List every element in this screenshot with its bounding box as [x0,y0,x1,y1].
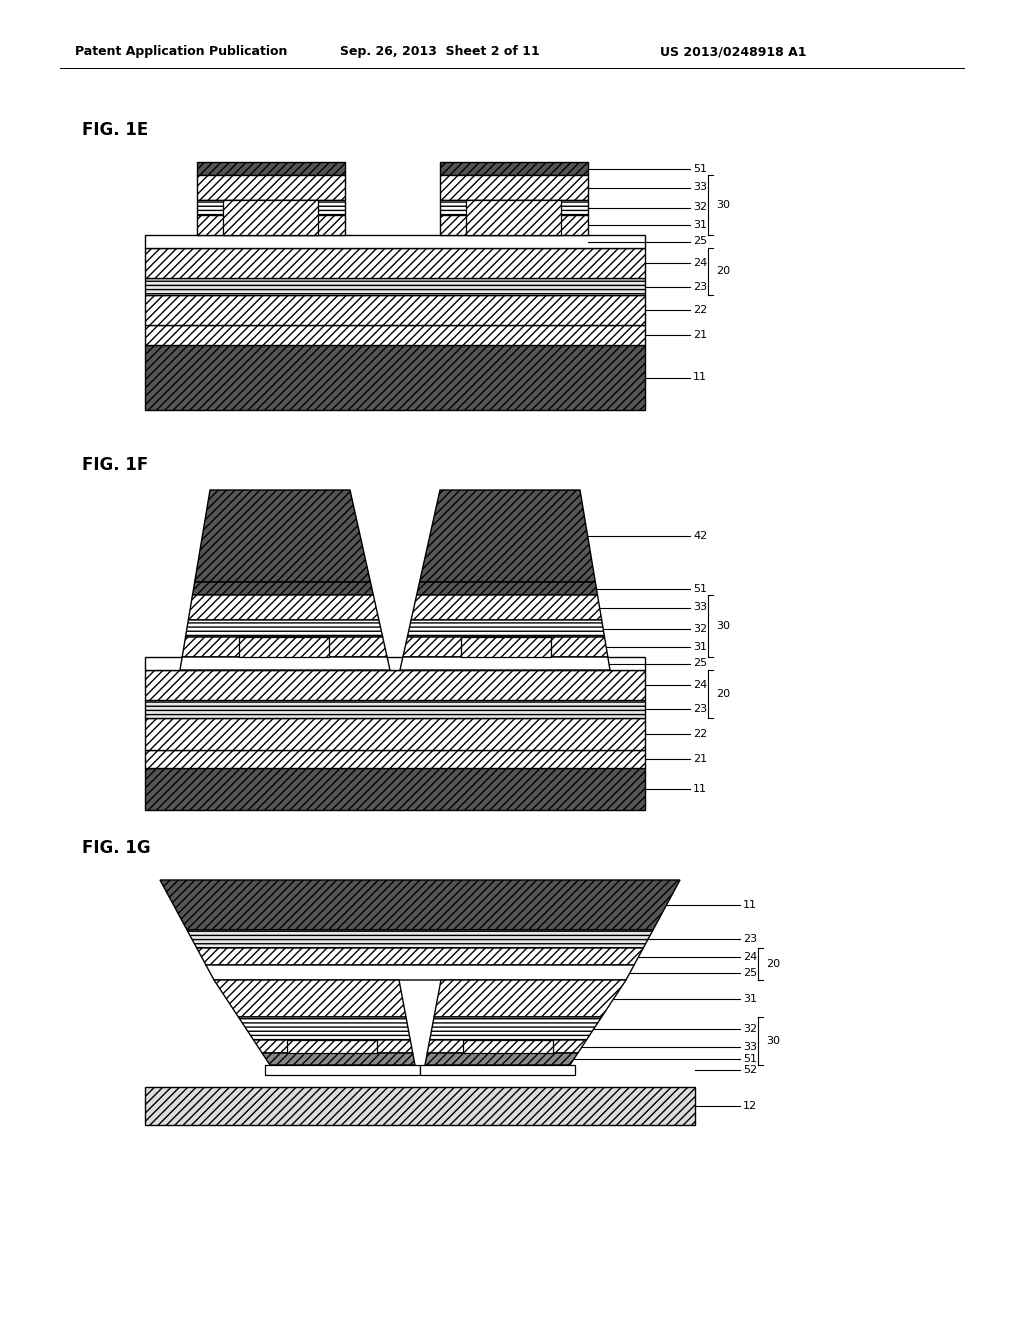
Text: 24: 24 [693,680,708,690]
Text: 32: 32 [693,623,708,634]
Polygon shape [408,620,604,638]
Text: 31: 31 [693,642,707,652]
Polygon shape [402,638,608,657]
Text: 20: 20 [716,267,730,276]
Text: Patent Application Publication: Patent Application Publication [75,45,288,58]
Text: 52: 52 [743,1065,757,1074]
Bar [440,176,588,201]
Text: 31: 31 [693,220,707,230]
Polygon shape [400,657,610,671]
Text: 22: 22 [693,305,708,315]
Text: FIG. 1F: FIG. 1F [82,455,148,474]
Polygon shape [214,979,406,1016]
Bar [287,1040,377,1053]
Polygon shape [411,595,602,620]
Polygon shape [420,490,595,582]
Text: 23: 23 [693,704,708,714]
Text: 21: 21 [693,754,708,764]
Bar [145,657,645,671]
Text: 21: 21 [693,330,708,341]
Bar [197,215,345,235]
Bar [466,201,561,235]
Bar [145,750,645,768]
Bar [440,201,588,215]
Text: 51: 51 [743,1053,757,1064]
Text: 11: 11 [693,784,707,795]
Polygon shape [239,1016,411,1040]
Bar [440,215,588,235]
Text: US 2013/0248918 A1: US 2013/0248918 A1 [660,45,807,58]
Bar [440,162,588,176]
Polygon shape [160,880,680,931]
Text: 25: 25 [743,968,757,978]
Bar [145,700,645,718]
Polygon shape [193,582,374,595]
Bar [420,1065,575,1074]
Polygon shape [197,948,643,965]
Bar [145,1086,695,1125]
Bar [145,345,645,411]
Bar [197,176,345,201]
Text: 24: 24 [743,952,758,961]
Polygon shape [434,979,626,1016]
Text: 31: 31 [743,994,757,1003]
Text: 30: 30 [716,201,730,210]
Bar [145,235,645,248]
Text: 25: 25 [693,236,708,247]
Text: 51: 51 [693,583,707,594]
Bar [239,638,329,657]
Bar [145,671,645,700]
Bar [197,201,345,215]
Polygon shape [188,595,379,620]
Bar [145,294,645,325]
Bar [461,638,551,657]
Polygon shape [427,1040,587,1053]
Text: 33: 33 [693,182,707,193]
Polygon shape [417,582,597,595]
Text: FIG. 1G: FIG. 1G [82,840,151,857]
Bar [145,248,645,279]
Text: 32: 32 [743,1023,757,1034]
Text: 11: 11 [693,372,707,383]
Polygon shape [180,657,390,671]
Text: 25: 25 [693,659,708,668]
Text: 11: 11 [743,900,757,909]
Polygon shape [187,931,653,948]
Text: 32: 32 [693,202,708,213]
Text: 20: 20 [716,689,730,700]
Text: 33: 33 [693,602,707,612]
Bar [145,718,645,750]
Bar [145,325,645,345]
Polygon shape [206,965,634,979]
Text: 24: 24 [693,257,708,268]
Bar [463,1040,553,1053]
Text: 20: 20 [766,960,780,969]
Text: 22: 22 [693,729,708,739]
Bar [265,1065,420,1074]
Polygon shape [182,638,387,657]
Text: 30: 30 [716,620,730,631]
Polygon shape [185,620,383,638]
Text: 12: 12 [743,1101,757,1111]
Text: 23: 23 [743,935,757,944]
Text: 23: 23 [693,281,708,292]
Polygon shape [262,1053,415,1065]
Polygon shape [254,1040,413,1053]
Text: 42: 42 [693,531,708,541]
Polygon shape [430,1016,602,1040]
Bar [197,162,345,176]
Bar [223,201,318,235]
Polygon shape [425,1053,578,1065]
Polygon shape [195,490,371,582]
Text: 30: 30 [766,1036,780,1045]
Bar [145,768,645,810]
Text: Sep. 26, 2013  Sheet 2 of 11: Sep. 26, 2013 Sheet 2 of 11 [340,45,540,58]
Text: 51: 51 [693,164,707,173]
Bar [145,279,645,294]
Text: 33: 33 [743,1041,757,1052]
Text: FIG. 1E: FIG. 1E [82,121,148,139]
